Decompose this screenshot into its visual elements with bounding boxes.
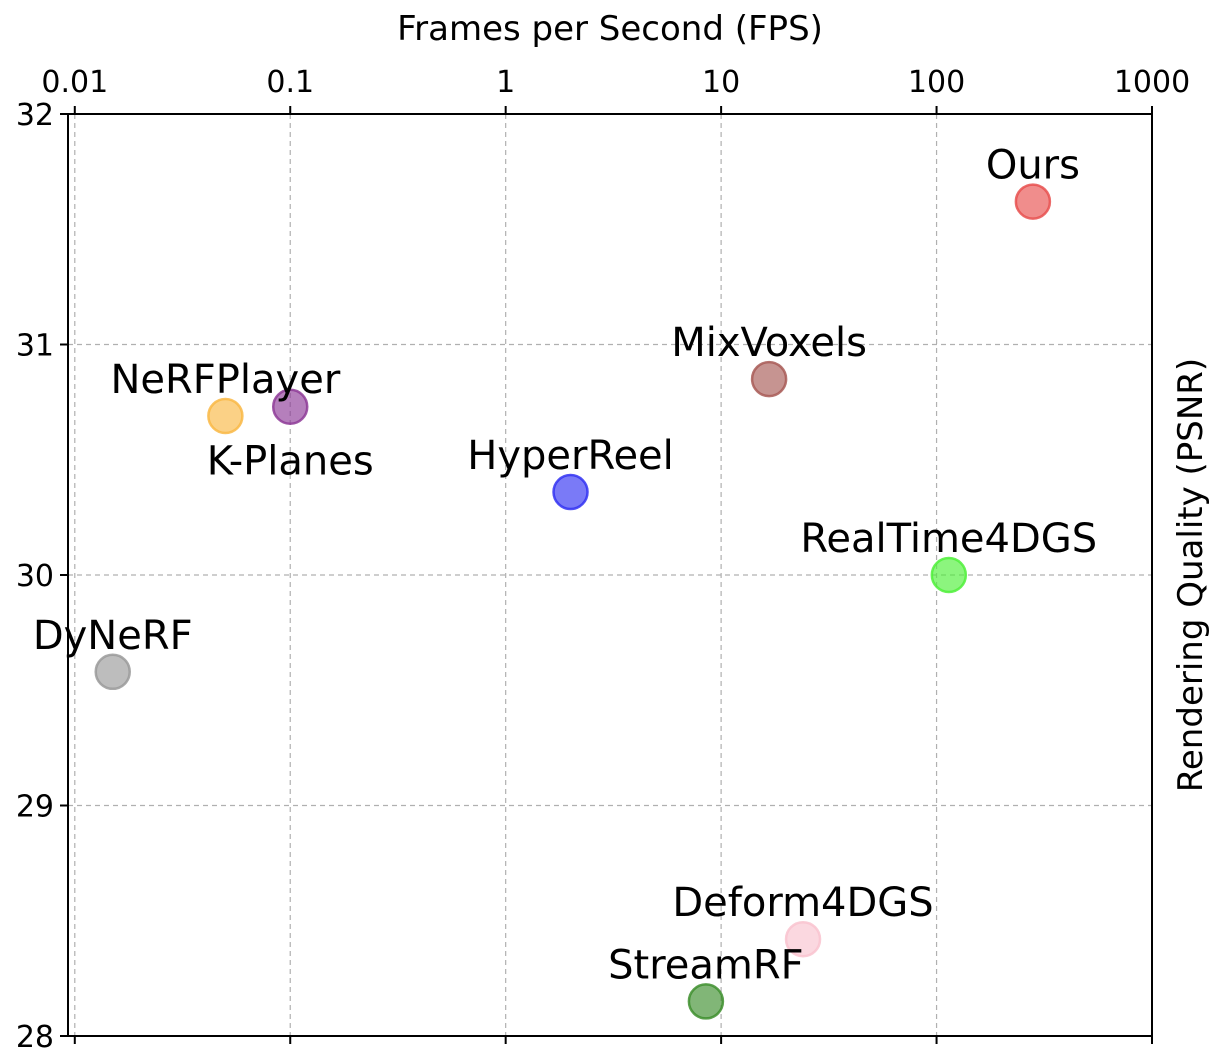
y-tick-label: 28 [16, 1020, 54, 1055]
y-tick-label: 32 [16, 98, 54, 133]
data-point [207, 397, 244, 435]
data-point [94, 653, 131, 691]
point-label: Deform4DGS [672, 880, 933, 926]
data-point [552, 473, 589, 511]
data-point [750, 360, 788, 398]
x-tick-label: 0.01 [41, 65, 108, 100]
point-label: DyNeRF [33, 613, 193, 659]
data-point [271, 388, 309, 425]
data-point [687, 983, 725, 1020]
x-tick-label: 100 [908, 65, 965, 100]
x-tick-label: 10 [702, 65, 740, 100]
point-label: RealTime4DGS [800, 516, 1097, 562]
point-label: NeRFPlayer [110, 357, 340, 403]
axis-ticks: 0.01 0.1 1 10 100 1000 28 29 30 31 32 [16, 65, 1190, 1055]
point-label: MixVoxels [671, 320, 867, 366]
x-tick-label: 1000 [1114, 65, 1190, 100]
data-points [94, 183, 1052, 1020]
y-tick-label: 30 [16, 559, 54, 594]
data-labels: Ours MixVoxels NeRFPlayer K-Planes HyperReel… [33, 143, 1097, 989]
point-label: K-Planes [207, 439, 374, 485]
y-tick-label: 31 [16, 329, 54, 364]
x-axis-title: Frames per Second (FPS) [397, 9, 823, 49]
x-tick-label: 1 [496, 65, 515, 100]
data-point [784, 920, 822, 958]
point-label: HyperReel [467, 433, 674, 479]
y-tick-label: 29 [16, 790, 54, 825]
point-label: Ours [986, 143, 1080, 189]
grid [68, 113, 1153, 1037]
x-tick-label: 0.1 [266, 65, 314, 100]
point-label: StreamRF [608, 942, 804, 988]
y-axis-title: Rendering Quality (PSNR) [1171, 358, 1211, 792]
data-point [1014, 183, 1052, 220]
data-point [930, 556, 968, 594]
